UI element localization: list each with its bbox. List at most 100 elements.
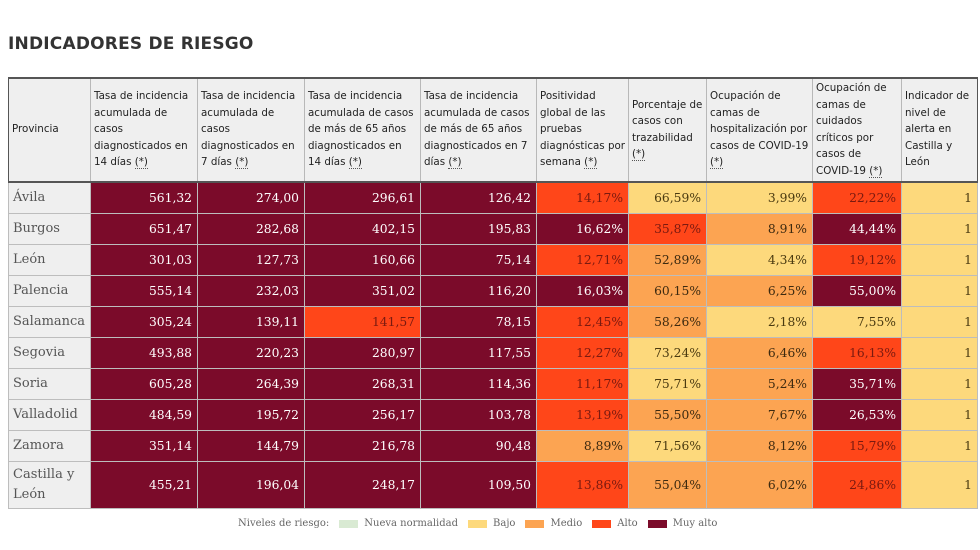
indicator-cell: 73,24% <box>628 337 707 369</box>
province-name: Valladolid <box>8 399 91 431</box>
indicator-cell: 127,73 <box>197 244 305 276</box>
indicator-cell: 455,21 <box>90 461 198 509</box>
column-header: Ocupación de camas de cuidados críticos … <box>812 77 902 183</box>
indicator-cell: 12,45% <box>536 306 629 338</box>
indicator-cell: 55,50% <box>628 399 707 431</box>
indicator-cell: 6,25% <box>706 275 813 307</box>
indicator-cell: 8,91% <box>706 213 813 245</box>
indicator-cell: 1 <box>901 244 978 276</box>
indicator-cell: 6,02% <box>706 461 813 509</box>
footnote-marker[interactable]: (*) <box>632 148 646 161</box>
indicator-cell: 195,72 <box>197 399 305 431</box>
table-body: Ávila 561,32 274,00 296,61 126,42 14,17% 66,59… <box>8 181 978 509</box>
indicator-cell: 296,61 <box>304 181 421 214</box>
indicator-cell: 264,39 <box>197 368 305 400</box>
indicator-cell: 7,67% <box>706 399 813 431</box>
indicator-cell: 493,88 <box>90 337 198 369</box>
indicator-cell: 195,83 <box>420 213 537 245</box>
table-row: Castilla y León 455,21 196,04 248,17 109,50 1… <box>8 461 978 509</box>
indicator-cell: 16,62% <box>536 213 629 245</box>
province-name: Segovia <box>8 337 91 369</box>
indicator-cell: 109,50 <box>420 461 537 509</box>
indicator-cell: 5,24% <box>706 368 813 400</box>
province-name: Castilla y León <box>8 461 91 509</box>
indicator-cell: 1 <box>901 368 978 400</box>
indicator-cell: 1 <box>901 306 978 338</box>
legend-swatch-muyalto <box>647 519 667 528</box>
indicator-cell: 402,15 <box>304 213 421 245</box>
risk-legend: Niveles de riesgo: Nueva normalidad Bajo M… <box>238 518 717 529</box>
footnote-marker[interactable]: (*) <box>584 156 598 170</box>
column-header-label: Tasa de incidencia acumulada de casos de… <box>308 90 414 169</box>
table-row: Ávila 561,32 274,00 296,61 126,42 14,17% 66,59… <box>8 181 978 214</box>
indicator-cell: 75,71% <box>628 368 707 400</box>
indicator-cell: 11,17% <box>536 368 629 400</box>
indicator-cell: 1 <box>901 430 978 462</box>
indicator-cell: 4,34% <box>706 244 813 276</box>
indicator-cell: 58,26% <box>628 306 707 338</box>
indicator-cell: 282,68 <box>197 213 305 245</box>
indicator-cell: 8,12% <box>706 430 813 462</box>
indicator-cell: 274,00 <box>197 181 305 214</box>
province-name: Zamora <box>8 430 91 462</box>
table-row: Valladolid 484,59 195,72 256,17 103,78 13,19%… <box>8 399 978 431</box>
footnote-marker[interactable]: (*) <box>235 156 249 170</box>
indicator-cell: 114,36 <box>420 368 537 400</box>
indicator-cell: 256,17 <box>304 399 421 431</box>
table-row: Salamanca 305,24 139,11 141,57 78,15 12,45% 58… <box>8 306 978 338</box>
footnote-marker[interactable]: (*) <box>448 156 462 170</box>
table-row: Zamora 351,14 144,79 216,78 90,48 8,89% 71,56%… <box>8 430 978 462</box>
footnote-marker[interactable]: (*) <box>710 156 724 170</box>
legend-swatch-bajo <box>468 519 488 528</box>
province-name: Ávila <box>8 181 91 214</box>
column-header-label: Indicador de nivel de alerta en Castilla… <box>905 90 970 169</box>
indicator-cell: 268,31 <box>304 368 421 400</box>
column-header-label: Tasa de incidencia acumulada de casos de… <box>424 90 530 169</box>
indicator-cell: 75,14 <box>420 244 537 276</box>
indicator-cell: 232,03 <box>197 275 305 307</box>
indicator-cell: 103,78 <box>420 399 537 431</box>
legend-label-alto: Alto <box>617 518 638 529</box>
province-name: Burgos <box>8 213 91 245</box>
legend-title: Niveles de riesgo: <box>238 518 330 529</box>
indicator-cell: 351,14 <box>90 430 198 462</box>
indicator-cell: 139,11 <box>197 306 305 338</box>
footnote-marker[interactable]: (*) <box>348 156 362 170</box>
legend-items: Nueva normalidad Bajo Medio Alto Muy alto <box>329 518 717 529</box>
column-header-label: Provincia <box>12 123 59 136</box>
indicator-cell: 24,86% <box>812 461 902 509</box>
footnote-marker[interactable]: (*) <box>134 156 148 170</box>
indicator-cell: 3,99% <box>706 181 813 214</box>
indicator-cell: 7,55% <box>812 306 902 338</box>
table-row: Segovia 493,88 220,23 280,97 117,55 12,27% 73,… <box>8 337 978 369</box>
column-header: Provincia <box>8 77 91 183</box>
indicator-cell: 1 <box>901 461 978 509</box>
indicator-cell: 1 <box>901 275 978 307</box>
legend-label-bajo: Bajo <box>493 518 516 529</box>
footnote-marker[interactable]: (*) <box>869 164 883 178</box>
column-header-label: Ocupación de camas de cuidados críticos … <box>816 82 887 177</box>
indicator-cell: 19,12% <box>812 244 902 276</box>
indicator-cell: 55,00% <box>812 275 902 307</box>
indicator-cell: 141,57 <box>304 306 421 338</box>
risk-indicators-table: Provincia Tasa de incidencia acumulada de… <box>8 77 978 509</box>
indicator-cell: 12,27% <box>536 337 629 369</box>
indicator-cell: 651,47 <box>90 213 198 245</box>
indicator-cell: 26,53% <box>812 399 902 431</box>
indicator-cell: 1 <box>901 213 978 245</box>
indicator-cell: 15,79% <box>812 430 902 462</box>
indicator-cell: 2,18% <box>706 306 813 338</box>
indicator-cell: 6,46% <box>706 337 813 369</box>
indicator-cell: 117,55 <box>420 337 537 369</box>
column-header: Tasa de incidencia acumulada de casos de… <box>420 77 537 183</box>
indicator-cell: 66,59% <box>628 181 707 214</box>
column-header: Tasa de incidencia acumulada de casos di… <box>90 77 198 183</box>
indicator-cell: 1 <box>901 399 978 431</box>
page-title: INDICADORES DE RIESGO <box>8 34 254 54</box>
indicator-cell: 13,19% <box>536 399 629 431</box>
column-header-label: Tasa de incidencia acumulada de casos di… <box>201 90 296 169</box>
indicator-cell: 44,44% <box>812 213 902 245</box>
indicator-cell: 60,15% <box>628 275 707 307</box>
indicator-cell: 144,79 <box>197 430 305 462</box>
indicator-cell: 605,28 <box>90 368 198 400</box>
